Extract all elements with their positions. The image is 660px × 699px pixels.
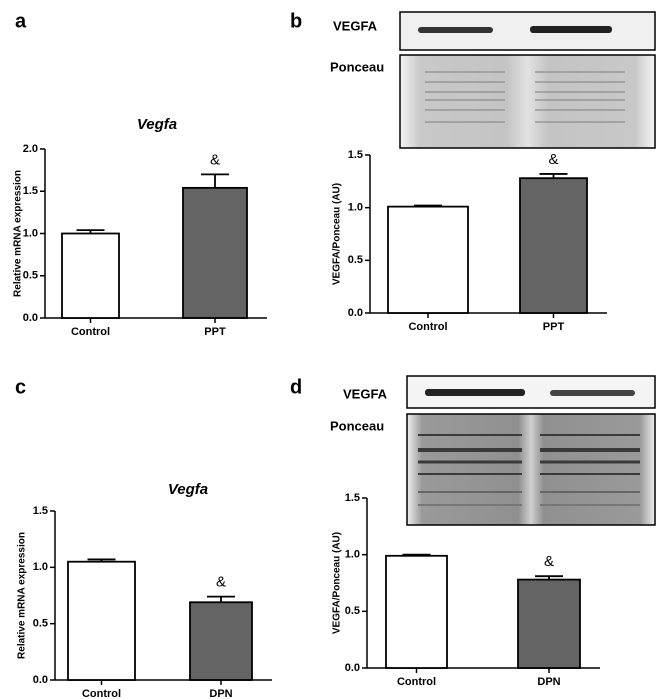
chart-title: Vegfa	[168, 481, 208, 498]
x-tick-label: PPT	[204, 326, 226, 338]
bar	[517, 578, 581, 669]
y-tick-label: 1.0	[33, 561, 48, 573]
blot-label: VEGFA	[343, 386, 388, 401]
y-tick-label: 1.0	[345, 549, 360, 561]
x-tick-label: Control	[71, 326, 110, 338]
blot-b	[399, 11, 656, 149]
annotation: &	[548, 151, 558, 168]
x-tick-label: DPN	[209, 688, 232, 699]
blot-label: VEGFA	[333, 18, 378, 33]
bar	[61, 232, 120, 319]
y-tick-label: 0.5	[345, 605, 360, 617]
bar	[189, 601, 253, 681]
bar	[67, 560, 136, 681]
y-tick-label: 0.5	[23, 270, 38, 282]
y-tick-label: 0.0	[345, 662, 360, 674]
bar	[385, 554, 448, 669]
y-tick-label: 0.5	[348, 254, 363, 266]
y-tick-label: 1.5	[348, 149, 363, 161]
panel-label: c	[15, 376, 26, 398]
blot-d	[406, 375, 656, 526]
annotation: &	[216, 574, 226, 591]
y-tick-label: 2.0	[23, 143, 38, 155]
blot-label: Ponceau	[330, 59, 384, 74]
x-tick-label: Control	[408, 321, 447, 333]
y-tick-label: 1.0	[23, 227, 38, 239]
y-axis-label: Relative mRNA expression	[17, 532, 28, 659]
panel-label: a	[15, 10, 27, 32]
y-axis-label: Relative mRNA expression	[13, 170, 24, 297]
y-tick-label: 1.5	[345, 492, 360, 504]
bar	[387, 205, 469, 314]
y-tick-label: 0.0	[23, 312, 38, 324]
bar	[182, 186, 248, 319]
y-tick-label: 0.5	[33, 618, 48, 630]
y-axis-label: VEGFA/Ponceau (AU)	[332, 183, 343, 285]
chart-title: Vegfa	[137, 116, 177, 133]
panel-label: b	[290, 10, 302, 32]
y-axis-label: VEGFA/Ponceau (AU)	[332, 532, 343, 634]
x-tick-label: Control	[397, 676, 436, 688]
y-tick-label: 1.0	[348, 202, 363, 214]
y-tick-label: 0.0	[348, 307, 363, 319]
x-tick-label: Control	[82, 688, 121, 699]
x-tick-label: PPT	[543, 321, 565, 333]
y-tick-label: 1.5	[33, 505, 48, 517]
y-tick-label: 0.0	[33, 674, 48, 686]
annotation: &	[210, 151, 220, 168]
annotation: &	[544, 553, 554, 570]
x-tick-label: DPN	[537, 676, 560, 688]
bar	[519, 177, 588, 314]
panel-label: d	[290, 376, 302, 398]
blot-label: Ponceau	[330, 418, 384, 433]
y-tick-label: 1.5	[23, 185, 38, 197]
